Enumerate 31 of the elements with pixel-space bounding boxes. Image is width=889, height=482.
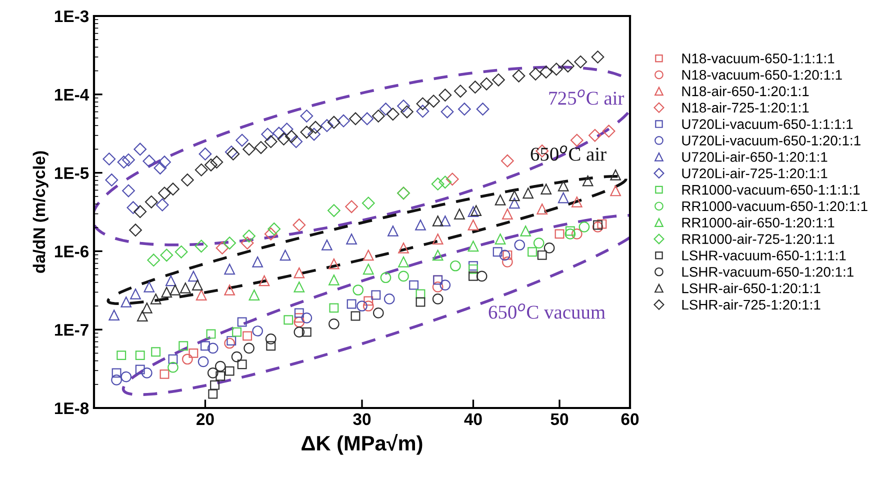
legend-label: RR1000-vacuum-650-1:20:1:1 (682, 201, 868, 212)
legend-label: N18-air-725-1:20:1:1 (682, 102, 809, 113)
y-tick-label: 1E-7 (54, 324, 88, 336)
legend-label: LSHR-air-725-1:20:1:1 (682, 299, 820, 310)
legend-label: LSHR-vacuum-650-1:20:1:1 (682, 266, 854, 277)
y-tick-label: 1E-5 (54, 167, 89, 180)
y-tick-label: 1E-4 (54, 88, 90, 100)
legend-label: U720Li-vacuum-650-1:20:1:1 (682, 135, 860, 146)
x-axis-title: ΔK (MPa√m) (302, 434, 422, 455)
legend-label: RR1000-vacuum-650-1:1:1:1 (682, 184, 860, 195)
x-tick-label: 60 (621, 413, 639, 426)
y-tick-label: 1E-8 (54, 402, 89, 414)
legend-label: RR1000-air-725-1:20:1:1 (682, 234, 834, 244)
legend-label: U720Li-air-725-1:20:1:1 (682, 168, 828, 178)
y-tick-label: 1E-6 (54, 246, 89, 258)
legend-label: RR1000-air-650-1:20:1:1 (682, 217, 834, 228)
y-axis-title: da/dN (m/cycle) (32, 151, 48, 273)
x-tick-label: 40 (464, 413, 482, 426)
legend-label: LSHR-vacuum-650-1:1:1:1 (682, 250, 846, 260)
x-tick-label: 20 (196, 413, 214, 426)
y-tick-label: 1E-3 (54, 10, 89, 22)
annotation: 650$^{o}$C vacuum (488, 304, 606, 319)
legend-label: LSHR-air-650-1:20:1:1 (682, 283, 820, 294)
legend-label: U720Li-air-650-1:20:1:1 (682, 152, 828, 162)
x-tick-label: 30 (353, 413, 371, 426)
legend-label: N18-vacuum-650-1:20:1:1 (682, 70, 842, 80)
legend-label: N18-air-650-1:20:1:1 (682, 86, 809, 96)
annotation: 725$^{o}$C air (549, 90, 624, 105)
legend-label: U720Li-vacuum-650-1:1:1:1 (682, 118, 853, 130)
x-tick-label: 50 (550, 413, 568, 426)
legend-label: N18-vacuum-650-1:1:1:1 (682, 54, 834, 64)
